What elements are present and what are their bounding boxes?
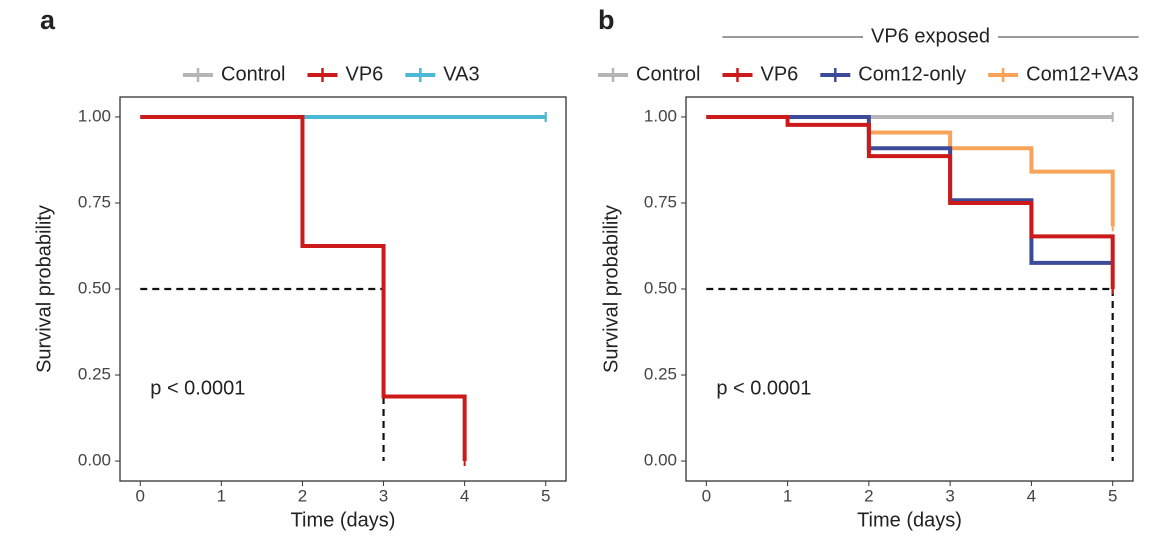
p-value: p < 0.0001 <box>716 377 811 399</box>
x-tick-label: 4 <box>460 486 469 505</box>
survival-curve <box>140 114 467 462</box>
y-tick-label: 0.25 <box>78 365 111 384</box>
x-tick-label: 2 <box>298 486 307 505</box>
annotation: VP6 exposed <box>871 25 990 47</box>
x-tick-label: 5 <box>541 486 550 505</box>
x-tick-label: 2 <box>864 486 873 505</box>
y-tick-label: 0.25 <box>644 365 677 384</box>
legend-label: VP6 <box>760 63 798 85</box>
y-tick-label: 0.00 <box>78 451 111 470</box>
y-tick-label: 0.00 <box>644 451 677 470</box>
legend-label: Control <box>636 63 700 85</box>
x-tick-label: 3 <box>379 486 388 505</box>
survival-curve <box>706 114 1115 227</box>
y-axis-title: Survival probability <box>600 205 622 373</box>
survival-curve <box>706 114 1113 265</box>
x-axis-title: Time (days) <box>291 509 396 531</box>
x-axis-title: Time (days) <box>857 509 962 531</box>
y-tick-label: 1.00 <box>644 106 677 125</box>
x-tick-label: 1 <box>217 486 226 505</box>
x-tick-label: 1 <box>783 486 792 505</box>
x-tick-label: 0 <box>702 486 711 505</box>
panel-label: b <box>598 5 615 35</box>
survival-curve <box>706 114 1115 289</box>
y-tick-label: 1.00 <box>78 106 111 125</box>
legend-label: VP6 <box>345 63 383 85</box>
panel-label: a <box>40 5 56 35</box>
x-tick-label: 0 <box>136 486 145 505</box>
legend-label: Control <box>221 63 285 85</box>
y-tick-label: 0.50 <box>644 278 677 297</box>
legend-label: VA3 <box>443 63 479 85</box>
plot-frame <box>119 96 567 482</box>
legend-label: Com12-only <box>858 63 966 85</box>
y-tick-label: 0.75 <box>78 192 111 211</box>
y-tick-label: 0.50 <box>78 278 111 297</box>
x-tick-label: 4 <box>1027 486 1036 505</box>
x-tick-label: 3 <box>945 486 954 505</box>
legend-label: Com12+VA3 <box>1026 63 1138 85</box>
x-tick-label: 5 <box>1108 486 1117 505</box>
y-axis-title: Survival probability <box>33 205 55 373</box>
p-value: p < 0.0001 <box>150 377 245 399</box>
y-tick-label: 0.75 <box>644 192 677 211</box>
